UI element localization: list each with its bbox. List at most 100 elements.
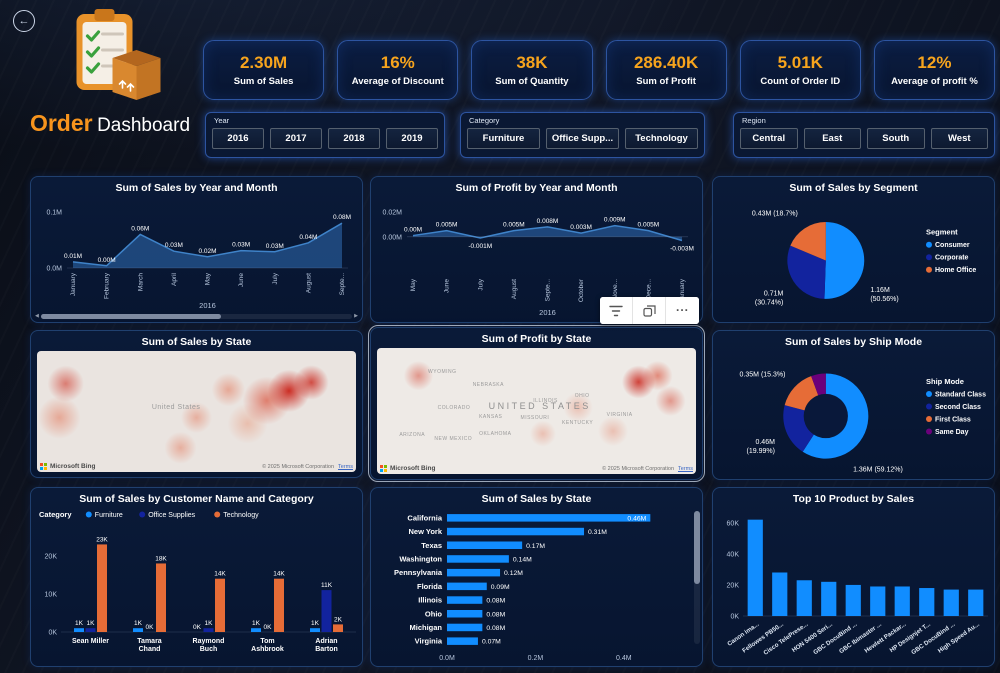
svg-text:1K: 1K bbox=[205, 620, 214, 627]
kpi-label: Count of Order ID bbox=[760, 76, 841, 87]
map-terms-link[interactable]: Terms bbox=[338, 464, 353, 470]
svg-text:2016: 2016 bbox=[539, 308, 556, 317]
svg-text:New York: New York bbox=[409, 527, 443, 536]
year-slicer: Year 2016 2017 2018 2019 bbox=[205, 112, 445, 158]
kpi-card-average-of-profit-pct[interactable]: 12% Average of profit % bbox=[873, 40, 996, 100]
kpi-value: 5.01K bbox=[777, 53, 823, 72]
sales-by-year-month-canvas: 0.0M 0.1M 0.01M 0.00M 0.06M 0.03M 0.02M 0.03M 0.… bbox=[46, 210, 351, 311]
kpi-label: Sum of Quantity bbox=[495, 76, 569, 87]
svg-text:Second Class: Second Class bbox=[935, 404, 981, 411]
profit-by-year-month-canvas: 0.00M 0.02M 0.00M 0.005M -0.001M 0.005M 0.008M… bbox=[383, 210, 694, 318]
svg-text:First Class: First Class bbox=[935, 417, 971, 424]
map-state-label: ARIZONA bbox=[399, 432, 426, 439]
sales-by-state-bar-canvas: California 0.46M New York 0.31M Texas 0.17M Wa… bbox=[394, 513, 651, 662]
region-option-east[interactable]: East bbox=[803, 128, 861, 149]
year-option-2019[interactable]: 2019 bbox=[386, 128, 438, 149]
kpi-card-sum-of-sales[interactable]: 2.30M Sum of Sales bbox=[203, 40, 325, 100]
category-slicer: Category Furniture Office Supp... Techno… bbox=[460, 112, 705, 158]
svg-text:-0.001M: -0.001M bbox=[468, 243, 492, 250]
svg-text:January: January bbox=[70, 272, 77, 296]
kpi-value: 2.30M bbox=[239, 53, 288, 72]
more-options-icon[interactable]: ... bbox=[666, 297, 699, 324]
vertical-scrollbar[interactable] bbox=[694, 511, 700, 644]
svg-text:Corporate: Corporate bbox=[935, 255, 969, 262]
year-option-2017[interactable]: 2017 bbox=[270, 128, 322, 149]
sales-by-state-map-canvas[interactable]: United States Microsoft Bing © 2025 Micros… bbox=[37, 351, 356, 472]
profit-by-state-map-canvas[interactable]: UNITED STATES WYOMING NEBRASKA COLORADO KANS… bbox=[377, 348, 696, 474]
sales-by-ship-mode-chart[interactable]: 1.36M (59.12%) 0.46M (19.99%) 0.35M (15.3%)… bbox=[715, 350, 992, 477]
kpi-value: 16% bbox=[380, 53, 415, 72]
svg-text:-0.003M: -0.003M bbox=[670, 246, 694, 253]
kpi-label: Average of Discount bbox=[351, 76, 444, 87]
svg-text:0K: 0K bbox=[48, 630, 57, 637]
svg-text:14K: 14K bbox=[273, 571, 285, 578]
svg-text:Barton: Barton bbox=[315, 646, 338, 653]
region-option-south[interactable]: South bbox=[867, 128, 925, 149]
svg-text:April: April bbox=[171, 272, 178, 286]
year-slicer-label: Year bbox=[214, 116, 230, 125]
back-button[interactable]: ← bbox=[13, 10, 35, 32]
map-state-label: MISSOURI bbox=[520, 414, 550, 421]
svg-text:Virginia: Virginia bbox=[415, 637, 443, 646]
focus-mode-icon[interactable] bbox=[633, 297, 666, 324]
svg-text:14K: 14K bbox=[214, 571, 226, 578]
sales-by-state-bar-chart[interactable]: California 0.46M New York 0.31M Texas 0.17M Wa… bbox=[373, 507, 700, 664]
map-terms-link[interactable]: Terms bbox=[678, 466, 693, 472]
svg-text:Florida: Florida bbox=[417, 582, 443, 591]
category-option-technology[interactable]: Technology bbox=[625, 128, 698, 149]
kpi-value: 38K bbox=[516, 53, 548, 72]
svg-text:Chand: Chand bbox=[139, 646, 161, 653]
svg-text:(50.56%): (50.56%) bbox=[870, 296, 898, 303]
kpi-card-sum-of-profit[interactable]: 286.40K Sum of Profit bbox=[605, 40, 727, 100]
filter-icon[interactable] bbox=[600, 297, 633, 324]
year-option-2018[interactable]: 2018 bbox=[328, 128, 380, 149]
kpi-card-count-of-order-id[interactable]: 5.01K Count of Order ID bbox=[739, 40, 861, 100]
svg-text:Standard Class: Standard Class bbox=[935, 392, 986, 399]
svg-text:Dece...: Dece... bbox=[645, 279, 652, 300]
svg-text:1.36M (59.12%): 1.36M (59.12%) bbox=[853, 466, 903, 473]
kpi-card-average-of-discount[interactable]: 16% Average of Discount bbox=[337, 40, 459, 100]
svg-text:0.08M: 0.08M bbox=[486, 598, 505, 605]
chart-title: Sum of Sales by Customer Name and Catego… bbox=[79, 493, 314, 505]
region-slicer: Region Central East South West bbox=[733, 112, 995, 158]
region-option-west[interactable]: West bbox=[930, 128, 988, 149]
category-option-furniture[interactable]: Furniture bbox=[467, 128, 540, 149]
svg-text:0.009M: 0.009M bbox=[604, 217, 626, 224]
svg-text:23K: 23K bbox=[96, 536, 108, 543]
svg-text:0K: 0K bbox=[264, 624, 273, 631]
order-logo-icon bbox=[76, 9, 161, 100]
svg-text:0.07M: 0.07M bbox=[482, 639, 501, 646]
horizontal-scrollbar[interactable]: ◀ ▶ bbox=[35, 313, 358, 319]
year-option-2016[interactable]: 2016 bbox=[212, 128, 264, 149]
svg-text:0.08M: 0.08M bbox=[333, 214, 351, 221]
svg-text:1K: 1K bbox=[134, 620, 143, 627]
svg-text:Pennsylvania: Pennsylvania bbox=[394, 568, 443, 577]
sales-by-year-month-chart[interactable]: 0.0M 0.1M 0.01M 0.00M 0.06M 0.03M 0.02M 0.03M 0.… bbox=[33, 196, 360, 320]
map-state-label: OHIO bbox=[574, 393, 590, 400]
region-option-central[interactable]: Central bbox=[740, 128, 798, 149]
top-10-product-chart[interactable]: 0K 20K 40K 60K Canon ima... Fellowes PB50... C… bbox=[715, 507, 992, 664]
svg-text:0.03M: 0.03M bbox=[266, 243, 284, 250]
svg-text:(19.99%): (19.99%) bbox=[747, 448, 775, 455]
title-dashboard: Dashboard bbox=[97, 115, 191, 136]
svg-text:0.0M: 0.0M bbox=[439, 655, 455, 662]
kpi-label: Average of profit % bbox=[891, 76, 978, 87]
svg-text:1K: 1K bbox=[311, 620, 320, 627]
kpi-card-sum-of-quantity[interactable]: 38K Sum of Quantity bbox=[471, 40, 593, 100]
sales-by-state-map[interactable]: United States Microsoft Bing © 2025 Micros… bbox=[37, 351, 356, 472]
category-option-office-supplies[interactable]: Office Supp... bbox=[546, 128, 619, 149]
sales-by-segment-chart[interactable]: 1.16M (50.56%) 0.71M (30.74%) 0.43M (18.7%) S… bbox=[715, 196, 992, 320]
svg-text:0.1M: 0.1M bbox=[46, 210, 62, 217]
sales-by-customer-category-chart[interactable]: Category Furniture Office Supplies Technolo… bbox=[33, 507, 360, 664]
profit-by-year-month-chart[interactable]: 0.00M 0.02M 0.00M 0.005M -0.001M 0.005M 0.008M… bbox=[373, 196, 700, 320]
chart-title: Sum of Sales by Year and Month bbox=[115, 182, 278, 194]
svg-text:0.005M: 0.005M bbox=[436, 222, 458, 229]
svg-text:0.35M (15.3%): 0.35M (15.3%) bbox=[740, 371, 786, 378]
svg-text:(30.74%): (30.74%) bbox=[755, 300, 783, 307]
profit-by-state-map[interactable]: UNITED STATES WYOMING NEBRASKA COLORADO KANS… bbox=[377, 348, 696, 474]
svg-text:0.12M: 0.12M bbox=[504, 570, 523, 577]
svg-text:Septe...: Septe... bbox=[339, 273, 346, 296]
map-state-label: KENTUCKY bbox=[562, 419, 594, 426]
svg-text:February: February bbox=[104, 272, 111, 299]
